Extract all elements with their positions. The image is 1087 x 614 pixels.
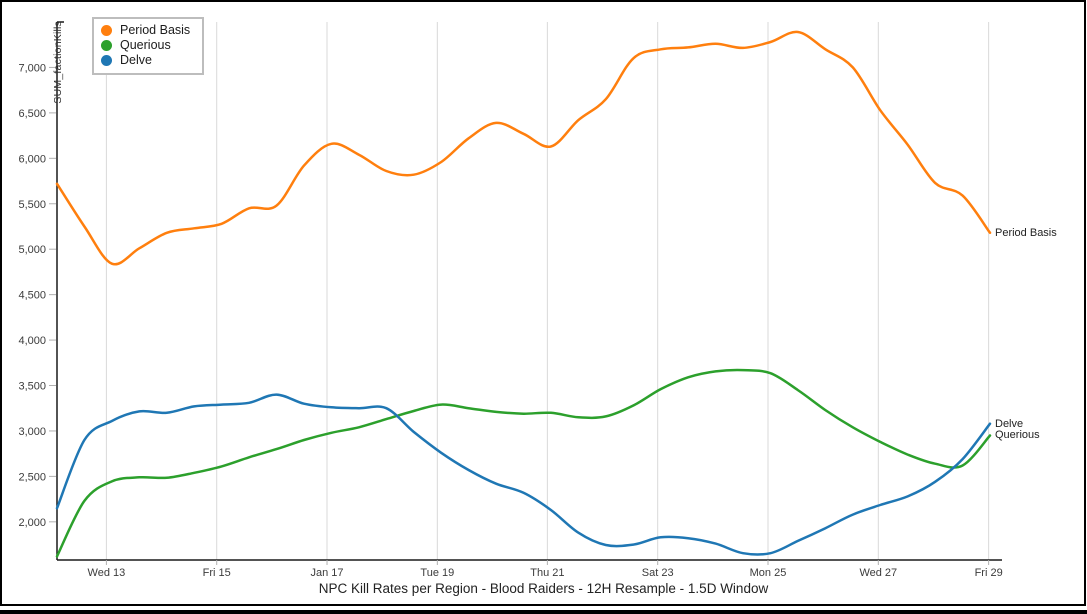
series-line-period-basis[interactable]: [55, 30, 992, 266]
x-tick-label: Wed 27: [859, 567, 897, 579]
series-end-label-period-basis: Period Basis: [995, 226, 1057, 239]
x-tick-label: Thu 21: [530, 567, 564, 579]
y-axis-title: SUM_factionKills: [52, 21, 64, 104]
y-tick-label: 4,000: [18, 335, 46, 347]
series-line-delve[interactable]: [55, 393, 992, 556]
y-tick-label: 4,500: [18, 290, 46, 302]
x-tick-label: Fri 15: [203, 567, 231, 579]
y-tick-label: 5,500: [18, 199, 46, 211]
y-tick-label: 6,500: [18, 108, 46, 120]
x-tick-label: Wed 13: [88, 567, 126, 579]
chart-title: NPC Kill Rates per Region - Blood Raider…: [318, 581, 769, 596]
legend-marker-icon: [101, 25, 112, 36]
y-tick-label: 5,000: [18, 244, 46, 256]
bottom-window-edge: [0, 610, 1087, 614]
legend-item-delve[interactable]: Delve: [101, 53, 190, 68]
y-tick-label: 2,000: [18, 517, 46, 529]
y-tick-label: 3,500: [18, 381, 46, 393]
y-tick-label: 6,000: [18, 153, 46, 165]
legend-item-period-basis[interactable]: Period Basis: [101, 23, 190, 38]
legend-marker-icon: [101, 40, 112, 51]
legend-item-label: Delve: [120, 53, 152, 67]
y-tick-label: 2,500: [18, 471, 46, 483]
y-tick-label: 7,000: [18, 62, 46, 74]
series-line-querious[interactable]: [55, 368, 992, 558]
series-end-label-delve: Delve: [995, 417, 1024, 430]
x-tick-label: Fri 29: [975, 567, 1003, 579]
y-tick-label: 3,000: [18, 426, 46, 438]
legend-marker-icon: [101, 55, 112, 66]
legend-item-label: Querious: [120, 38, 171, 52]
x-tick-label: Sat 23: [642, 567, 674, 579]
x-tick-label: Mon 25: [750, 567, 787, 579]
x-tick-label: Jan 17: [311, 567, 344, 579]
legend-item-querious[interactable]: Querious: [101, 38, 190, 53]
legend-item-label: Period Basis: [120, 23, 191, 37]
series-end-label-querious: Querious: [995, 429, 1040, 442]
legend-box: Period Basis Querious Delve: [92, 17, 205, 75]
x-tick-label: Tue 19: [420, 567, 454, 579]
